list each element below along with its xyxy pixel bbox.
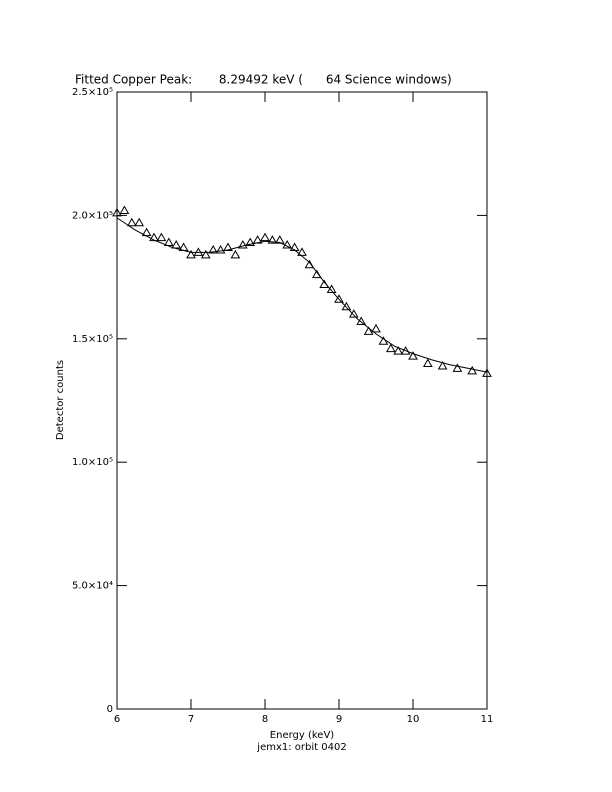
x-tick-label: 9 — [336, 714, 342, 725]
data-point — [482, 368, 492, 377]
data-point — [297, 247, 307, 256]
data-point — [437, 360, 448, 370]
data-point — [112, 207, 122, 217]
data-point — [134, 217, 145, 227]
data-point — [237, 240, 248, 249]
data-point — [378, 336, 389, 345]
data-point — [156, 232, 167, 242]
data-point — [208, 244, 219, 254]
x-tick-label: 7 — [188, 714, 194, 725]
data-point — [245, 237, 256, 247]
subtitle: jemx1: orbit 0402 — [256, 742, 346, 753]
x-tick-label: 11 — [481, 714, 494, 725]
data-point — [371, 323, 381, 333]
data-point — [400, 346, 411, 355]
data-point — [200, 249, 211, 259]
fit-line — [116, 217, 488, 373]
data-point — [422, 358, 433, 367]
data-point — [186, 249, 196, 259]
data-point — [215, 244, 226, 254]
y-tick-label: 0 — [107, 704, 113, 715]
plot-frame — [116, 91, 488, 710]
data-point — [393, 346, 404, 355]
x-tick-label: 6 — [114, 714, 120, 725]
data-point — [334, 294, 344, 303]
y-tick-label: 2.5×10⁵ — [72, 87, 113, 98]
y-axis-label: Detector counts — [55, 360, 66, 440]
data-point — [230, 249, 241, 259]
x-tick-label: 8 — [262, 714, 268, 725]
data-point — [363, 326, 374, 335]
data-point — [260, 232, 270, 242]
data-point — [452, 363, 463, 372]
y-tick-label: 5.0×10⁴ — [72, 581, 113, 592]
data-point — [341, 301, 352, 311]
data-point — [126, 217, 137, 227]
y-tick-label: 1.0×10⁵ — [72, 457, 113, 468]
y-tick-label: 2.0×10⁵ — [72, 210, 113, 221]
data-point — [467, 365, 478, 375]
data-point — [223, 242, 233, 251]
x-axis-label: Energy (keV) — [270, 730, 335, 741]
data-point — [119, 205, 130, 214]
data-point — [385, 343, 396, 353]
chart-title: Fitted Copper Peak: 8.29492 keV ( 64 Sci… — [75, 73, 452, 87]
data-point — [267, 235, 278, 244]
data-point — [408, 351, 418, 360]
data-point — [282, 240, 293, 249]
x-tick-label: 10 — [407, 714, 420, 725]
y-tick-label: 1.5×10⁵ — [72, 334, 113, 345]
